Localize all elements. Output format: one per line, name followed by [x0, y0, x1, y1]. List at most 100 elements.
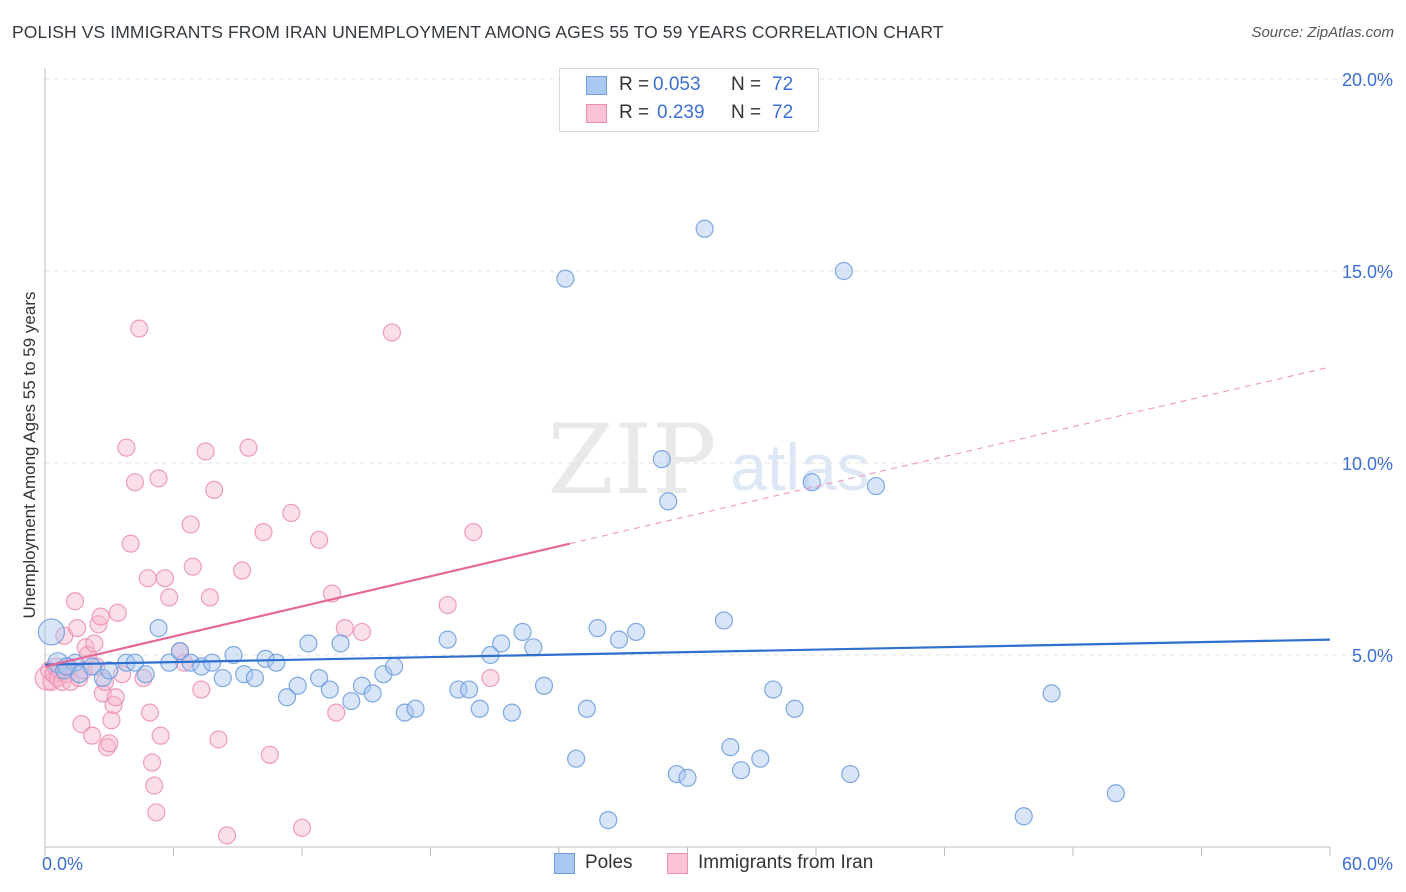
legend-r-value: 0.239 [657, 102, 705, 123]
iran-point [125, 473, 145, 492]
iran-point [121, 534, 140, 553]
poles-point [652, 450, 671, 469]
iran-point [282, 503, 301, 523]
poles-point [384, 657, 404, 676]
y-tick-label: 20.0% [1342, 70, 1393, 90]
poles-point [524, 638, 543, 657]
iran-trend-extension [569, 366, 1331, 545]
iran-point [438, 595, 457, 615]
poles-point [202, 653, 222, 672]
series-poles-points [37, 219, 1125, 830]
poles-point [764, 680, 783, 699]
source-label: Source: ZipAtlas.com [1251, 24, 1394, 41]
iran-point [140, 703, 160, 722]
poles-point [866, 476, 886, 496]
poles-point [136, 665, 155, 684]
iran-point [205, 480, 224, 499]
poles-point [626, 622, 646, 642]
poles-point [459, 680, 479, 699]
iran-point [327, 703, 346, 722]
poles-point [492, 634, 511, 653]
poles-point [751, 749, 770, 768]
poles-point [37, 618, 66, 646]
poles-point [785, 699, 804, 718]
iran-point [65, 592, 85, 611]
poles-point [609, 630, 629, 649]
iran-point [102, 711, 121, 730]
poles-point [834, 261, 853, 281]
legend-swatch-iran [667, 853, 688, 874]
iran-point [108, 603, 127, 622]
poles-point [170, 642, 190, 661]
legend-n-label: N = [731, 74, 762, 95]
legend-n-value: 72 [772, 74, 794, 95]
legend-n-label: N = [731, 102, 762, 123]
poles-point [320, 680, 339, 699]
iran-point [130, 319, 149, 338]
watermark: ZIP atlas [547, 404, 869, 516]
iran-point [117, 438, 136, 457]
legend-bottom: Poles Immigrants from Iran [0, 852, 1406, 878]
iran-point [72, 715, 91, 734]
legend-swatch-iran [586, 104, 607, 123]
poles-point [245, 668, 264, 688]
legend-swatch-poles [554, 853, 575, 874]
watermark-zip: ZIP [547, 404, 716, 516]
iran-point [200, 588, 220, 607]
iran-point [106, 688, 125, 707]
iran-point [85, 634, 104, 653]
iran-point [142, 753, 162, 772]
poles-point [502, 703, 521, 722]
iran-point [145, 776, 164, 795]
iran-point [83, 726, 102, 745]
iran-point [192, 680, 211, 699]
poles-point [659, 492, 678, 511]
poles-point [513, 622, 532, 642]
poles-point [310, 668, 329, 688]
watermark-atlas: atlas [730, 430, 869, 504]
legend-label-iran: Immigrants from Iran [698, 852, 874, 873]
y-tick-label: 5.0% [1352, 646, 1393, 666]
poles-point [438, 630, 457, 649]
y-tick-label: 10.0% [1342, 454, 1393, 474]
poles-point [588, 619, 607, 638]
iran-point [147, 803, 166, 822]
x-tick-label: 0.0% [42, 854, 83, 874]
iran-point [292, 818, 312, 837]
poles-point [678, 768, 697, 787]
legend-r-label: R = [619, 102, 650, 123]
poles-point [224, 645, 243, 665]
poles-point [841, 764, 860, 784]
iran-point [160, 588, 179, 607]
poles-point [83, 657, 102, 676]
poles-point [667, 764, 686, 784]
poles-point [277, 688, 297, 707]
iran-point [382, 323, 402, 342]
poles-point [731, 761, 751, 780]
poles-point [235, 665, 254, 684]
iran-point [254, 523, 273, 542]
iran-point [68, 619, 87, 638]
poles-point [721, 738, 740, 757]
iran-point [209, 730, 228, 749]
iran-point [100, 734, 119, 753]
y-tick-label: 15.0% [1342, 262, 1393, 282]
poles-point [534, 676, 554, 695]
poles-trend-line [44, 638, 1331, 666]
poles-point [213, 668, 232, 688]
legend-label-poles: Poles [585, 852, 633, 873]
poles-point [599, 811, 618, 830]
y-axis-title: Unemployment Among Ages 55 to 59 years [20, 291, 39, 619]
poles-point [470, 699, 489, 718]
iran-point [310, 530, 329, 549]
poles-point [100, 661, 119, 680]
legend-swatch-poles [586, 76, 607, 95]
poles-point [449, 680, 468, 699]
iran-point [260, 745, 279, 764]
x-tick-label: 60.0% [1342, 854, 1393, 874]
poles-point [331, 634, 350, 653]
poles-point [577, 699, 596, 718]
iran-point [138, 569, 157, 588]
series-iran-points [34, 319, 500, 845]
